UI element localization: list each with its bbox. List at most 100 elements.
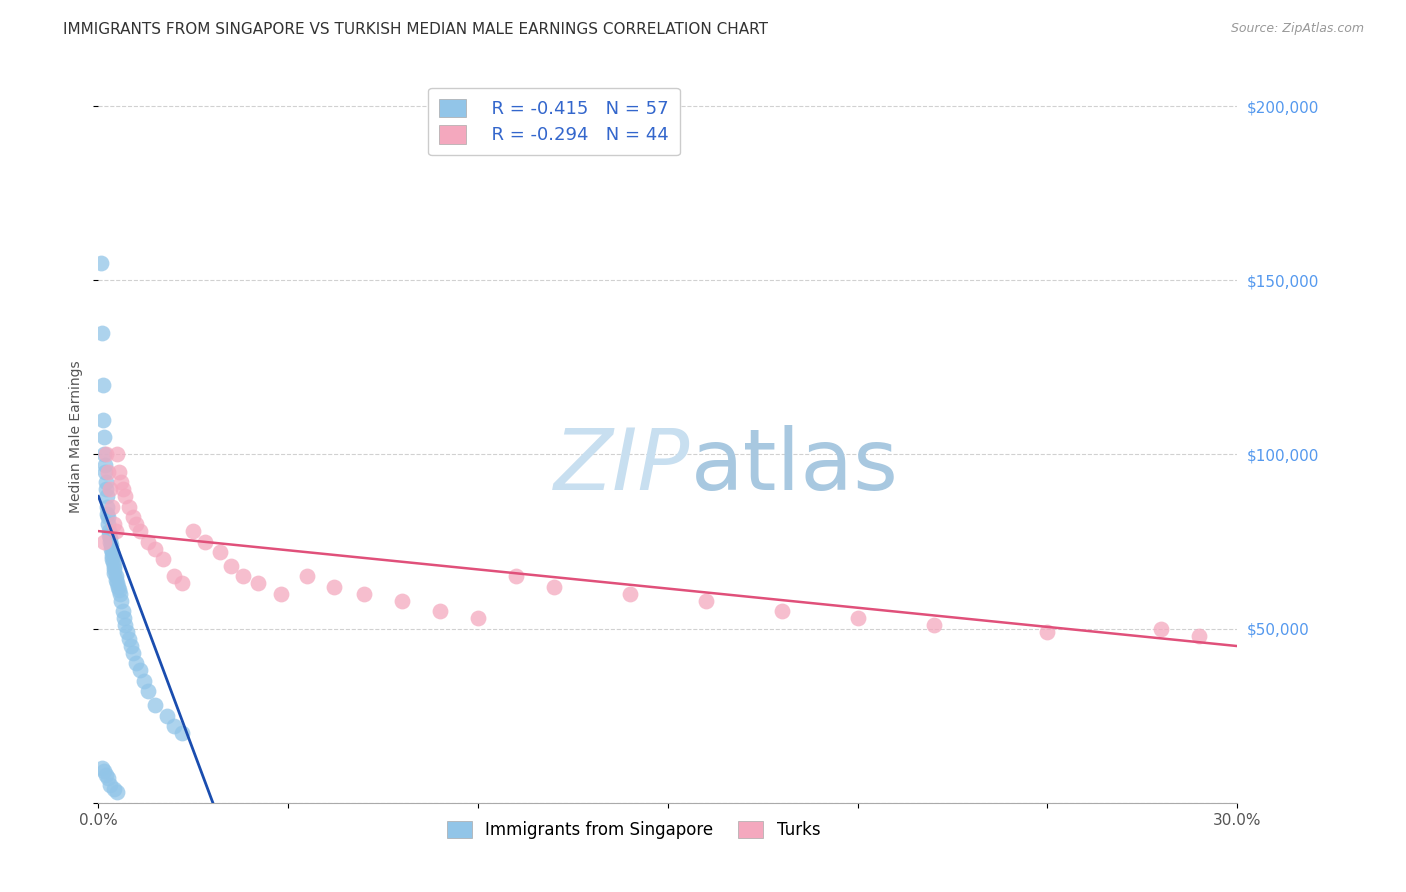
Y-axis label: Median Male Earnings: Median Male Earnings: [69, 360, 83, 514]
Point: [103, 562, 125, 576]
Point: [270, 587, 292, 601]
Point: [94, 465, 117, 479]
Point: [145, 698, 167, 713]
Point: [505, 569, 527, 583]
Point: [118, 632, 141, 646]
Point: [846, 611, 869, 625]
Text: IMMIGRANTS FROM SINGAPORE VS TURKISH MEDIAN MALE EARNINGS CORRELATION CHART: IMMIGRANTS FROM SINGAPORE VS TURKISH MED…: [63, 22, 768, 37]
Point: [543, 580, 565, 594]
Point: [121, 510, 143, 524]
Point: [156, 708, 179, 723]
Point: [96, 507, 118, 521]
Point: [96, 489, 118, 503]
Point: [115, 625, 138, 640]
Point: [163, 569, 186, 583]
Point: [129, 664, 152, 678]
Point: [107, 448, 129, 462]
Point: [110, 594, 132, 608]
Point: [94, 768, 117, 782]
Point: [112, 604, 135, 618]
Point: [94, 448, 117, 462]
Point: [90, 256, 112, 270]
Point: [467, 611, 489, 625]
Point: [121, 646, 143, 660]
Point: [108, 583, 131, 598]
Point: [221, 558, 243, 573]
Point: [97, 524, 120, 538]
Point: [98, 534, 121, 549]
Point: [107, 576, 129, 591]
Point: [91, 377, 114, 392]
Point: [93, 448, 115, 462]
Point: [110, 587, 132, 601]
Point: [94, 458, 117, 472]
Point: [183, 524, 205, 538]
Point: [770, 604, 793, 618]
Point: [125, 517, 148, 532]
Point: [922, 618, 945, 632]
Point: [107, 785, 129, 799]
Point: [103, 558, 125, 573]
Point: [112, 611, 135, 625]
Point: [98, 527, 121, 541]
Point: [104, 524, 127, 538]
Point: [98, 778, 121, 792]
Point: [100, 545, 122, 559]
Point: [101, 556, 124, 570]
Point: [246, 576, 269, 591]
Point: [297, 569, 319, 583]
Point: [97, 465, 120, 479]
Point: [136, 684, 159, 698]
Point: [322, 580, 344, 594]
Point: [103, 517, 125, 532]
Point: [108, 465, 131, 479]
Point: [100, 500, 122, 514]
Point: [98, 531, 121, 545]
Point: [94, 475, 117, 490]
Point: [100, 541, 122, 556]
Point: [125, 657, 148, 671]
Point: [208, 545, 231, 559]
Point: [112, 483, 135, 497]
Point: [93, 534, 115, 549]
Point: [97, 517, 120, 532]
Point: [103, 781, 125, 796]
Point: [695, 594, 717, 608]
Point: [100, 538, 122, 552]
Point: [94, 483, 117, 497]
Text: ZIP: ZIP: [554, 425, 690, 508]
Point: [103, 566, 125, 580]
Point: [163, 719, 186, 733]
Point: [93, 764, 115, 779]
Point: [353, 587, 375, 601]
Text: Source: ZipAtlas.com: Source: ZipAtlas.com: [1230, 22, 1364, 36]
Point: [170, 576, 193, 591]
Point: [105, 573, 128, 587]
Point: [118, 500, 141, 514]
Point: [91, 326, 114, 340]
Point: [104, 569, 127, 583]
Point: [93, 430, 115, 444]
Point: [194, 534, 217, 549]
Point: [170, 726, 193, 740]
Point: [107, 580, 129, 594]
Point: [110, 475, 132, 490]
Point: [97, 510, 120, 524]
Point: [232, 569, 254, 583]
Point: [1150, 622, 1173, 636]
Point: [129, 524, 152, 538]
Point: [391, 594, 413, 608]
Point: [429, 604, 451, 618]
Point: [101, 552, 124, 566]
Point: [114, 489, 136, 503]
Point: [91, 761, 114, 775]
Point: [114, 618, 136, 632]
Point: [152, 552, 174, 566]
Point: [1036, 625, 1059, 640]
Point: [97, 772, 120, 786]
Point: [619, 587, 641, 601]
Point: [93, 412, 115, 426]
Point: [1188, 629, 1211, 643]
Point: [120, 639, 142, 653]
Legend: Immigrants from Singapore, Turks: Immigrants from Singapore, Turks: [440, 814, 827, 846]
